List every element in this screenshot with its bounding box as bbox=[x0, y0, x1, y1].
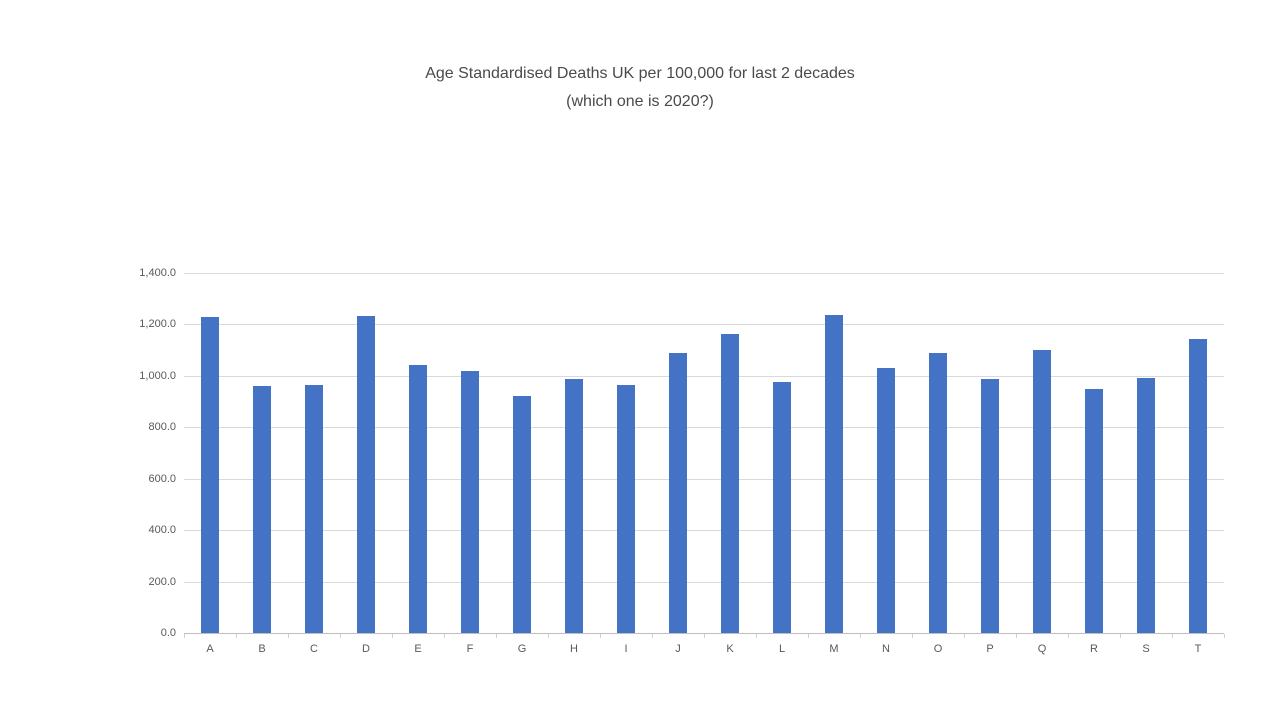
x-axis-category-label: G bbox=[517, 643, 527, 655]
bar-O bbox=[929, 352, 947, 633]
x-axis-tick bbox=[964, 634, 965, 638]
bar-J bbox=[669, 352, 687, 633]
y-axis-tick-label: 1,400.0 bbox=[139, 267, 176, 279]
chart-title: Age Standardised Deaths UK per 100,000 f… bbox=[425, 65, 855, 82]
x-axis-tick bbox=[184, 634, 185, 638]
x-axis-category-label: M bbox=[829, 643, 839, 655]
bar-D bbox=[357, 315, 375, 633]
x-axis-tick bbox=[1172, 634, 1173, 638]
x-axis-category-label: P bbox=[986, 643, 994, 655]
x-axis-category-label: F bbox=[466, 643, 474, 655]
x-axis-tick bbox=[496, 634, 497, 638]
gridline bbox=[184, 324, 1224, 326]
bar-N bbox=[877, 367, 895, 633]
gridline bbox=[184, 530, 1224, 532]
y-axis-tick-label: 200.0 bbox=[148, 575, 176, 588]
y-axis-tick-label: 1,000.0 bbox=[139, 369, 176, 382]
x-axis-tick bbox=[704, 634, 705, 638]
x-axis-line bbox=[184, 633, 1224, 634]
x-axis-category-label: L bbox=[778, 643, 786, 655]
x-axis-tick bbox=[340, 634, 341, 638]
x-axis-tick bbox=[288, 634, 289, 638]
bar-E bbox=[409, 364, 427, 633]
x-axis-tick bbox=[600, 634, 601, 638]
x-axis-category-label: S bbox=[1142, 643, 1150, 655]
x-axis-tick bbox=[1016, 634, 1017, 638]
x-axis-tick bbox=[756, 634, 757, 638]
bar-S bbox=[1137, 377, 1155, 633]
x-axis-tick bbox=[1120, 634, 1121, 638]
x-axis-tick bbox=[1224, 634, 1225, 638]
x-axis-tick bbox=[236, 634, 237, 638]
bar-Q bbox=[1033, 349, 1051, 633]
bar-H bbox=[565, 379, 583, 633]
x-axis-tick bbox=[808, 634, 809, 638]
bar-F bbox=[461, 371, 479, 633]
x-axis-category-label: C bbox=[310, 643, 318, 655]
bar-M bbox=[825, 314, 843, 633]
bar-A bbox=[201, 316, 219, 633]
bar-P bbox=[981, 379, 999, 633]
bar-L bbox=[773, 381, 791, 633]
x-axis-tick bbox=[1068, 634, 1069, 638]
gridline bbox=[184, 581, 1224, 583]
x-axis-category-label: Q bbox=[1037, 643, 1047, 655]
x-axis-tick bbox=[548, 634, 549, 638]
bar-G bbox=[513, 395, 531, 633]
x-axis-category-label: N bbox=[882, 643, 890, 655]
bar-K bbox=[721, 333, 739, 633]
gridline bbox=[184, 273, 1224, 274]
x-axis-tick bbox=[860, 634, 861, 638]
x-axis-tick bbox=[912, 634, 913, 638]
chart-title-block: Age Standardised Deaths UK per 100,000 f… bbox=[0, 60, 1280, 116]
x-axis-category-label: J bbox=[675, 643, 681, 655]
x-axis-tick bbox=[392, 634, 393, 638]
bar-R bbox=[1085, 388, 1103, 633]
x-axis-tick bbox=[444, 634, 445, 638]
bar-C bbox=[305, 385, 323, 633]
bar-T bbox=[1189, 338, 1207, 633]
y-axis-tick-label: 0.0 bbox=[160, 627, 176, 639]
gridline bbox=[184, 375, 1224, 377]
x-axis-category-label: E bbox=[414, 643, 422, 655]
x-axis-category-label: H bbox=[570, 643, 578, 655]
y-axis-tick-label: 400.0 bbox=[148, 524, 176, 537]
bar-B bbox=[253, 385, 271, 633]
x-axis-tick bbox=[652, 634, 653, 638]
x-axis-category-label: A bbox=[206, 643, 214, 655]
y-axis-tick-label: 800.0 bbox=[148, 421, 176, 434]
bar-I bbox=[617, 384, 635, 633]
x-axis-category-label: O bbox=[933, 643, 943, 655]
x-axis-category-label: T bbox=[1194, 643, 1202, 655]
chart-subtitle: (which one is 2020?) bbox=[566, 93, 714, 110]
x-axis-category-label: I bbox=[624, 643, 628, 655]
x-axis-category-label: K bbox=[726, 643, 734, 655]
y-axis-tick-label: 600.0 bbox=[148, 472, 176, 485]
gridline bbox=[184, 427, 1224, 429]
gridline bbox=[184, 478, 1224, 480]
x-axis-category-label: R bbox=[1090, 643, 1098, 655]
x-axis-category-label: D bbox=[362, 643, 370, 655]
x-axis-category-label: B bbox=[258, 643, 266, 655]
y-axis-tick-label: 1,200.0 bbox=[139, 318, 176, 331]
